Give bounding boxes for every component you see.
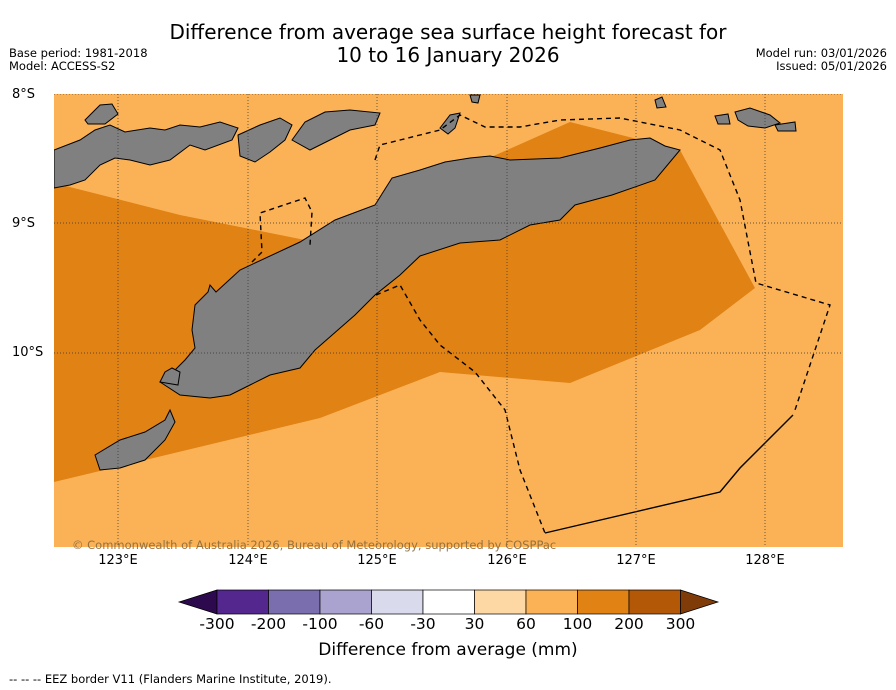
- colorbar-tick: -60: [358, 615, 385, 633]
- lat-label-8s: 8°S: [12, 87, 36, 102]
- meta-left: Base period: 1981-2018 Model: ACCESS-S2: [9, 47, 148, 73]
- lon-label-127e: 127°E: [616, 553, 656, 568]
- eez-border: [251, 114, 831, 534]
- colorbar-bin-5: [422, 589, 475, 615]
- colorbar-tick: -30: [410, 615, 436, 633]
- model-name: Model: ACCESS-S2: [9, 59, 116, 73]
- lat-label-9s: 9°S: [12, 216, 36, 231]
- colorbar-tick: 300: [665, 615, 696, 633]
- alor-wetar-islands: [159, 367, 181, 386]
- colorbar-bin-4: [371, 589, 424, 615]
- copyright-notice: © Commonwealth of Australia 2026, Bureau…: [72, 538, 557, 552]
- timor-island: [159, 137, 681, 399]
- north-islands-3: [291, 109, 381, 151]
- issued-date: Issued: 05/01/2026: [776, 59, 887, 73]
- rote-savu-island: [94, 408, 176, 471]
- lon-label-123e: 123°E: [98, 553, 138, 568]
- colorbar-tick: 30: [464, 615, 485, 633]
- lon-label-128e: 128°E: [745, 553, 785, 568]
- colorbar-tick: 60: [516, 615, 536, 633]
- colorbar-bin-2: [268, 589, 321, 615]
- north-islands-1: [84, 103, 119, 125]
- colorbar-tick: -300: [199, 615, 235, 633]
- land: [54, 94, 797, 471]
- eez-footnote: -- -- -- EEZ border V11 (Flanders Marine…: [9, 672, 332, 686]
- colorbar-high-extension: [680, 589, 720, 615]
- colorbar-tick: -200: [250, 615, 287, 633]
- lon-label-125e: 125°E: [357, 553, 397, 568]
- kisar-island: [654, 96, 667, 109]
- colorbar: [177, 589, 720, 615]
- flores-island: [54, 121, 239, 189]
- colorbar-low-extension: [177, 589, 218, 615]
- eez-oecusse: [251, 197, 313, 263]
- colorbar-tick: -100: [302, 615, 338, 633]
- north-islands-2: [237, 117, 293, 163]
- eez-south-line: [375, 284, 546, 534]
- base-period: Base period: 1981-2018: [9, 46, 148, 60]
- colorbar-bin-8: [577, 589, 630, 615]
- chart-title-line2: 10 to 16 January 2026: [336, 43, 560, 67]
- colorbar-label: Difference from average (mm): [318, 640, 578, 660]
- map-area: [54, 94, 843, 547]
- colorbar-bin-3: [319, 589, 372, 615]
- colorbar-bin-7: [525, 589, 578, 615]
- gridlines: [54, 94, 843, 547]
- colorbar-bin-1: [216, 589, 269, 615]
- leti-island: [734, 107, 782, 129]
- eez-north-line: [374, 114, 831, 411]
- meta-right: Model run: 03/01/2026 Issued: 05/01/2026: [756, 47, 887, 73]
- colorbar-tick: 200: [614, 615, 644, 633]
- model-run: Model run: 03/01/2026: [755, 46, 887, 60]
- lat-label-10s: 10°S: [12, 345, 44, 360]
- eez-solid-segment: [544, 414, 794, 534]
- lon-label-126e: 126°E: [487, 553, 527, 568]
- lakor-island: [774, 121, 797, 132]
- lon-label-124e: 124°E: [228, 553, 268, 568]
- colorbar-tick: 100: [562, 615, 593, 633]
- wetar-island: [439, 112, 461, 135]
- colorbar-bin-9: [628, 589, 681, 615]
- colorbar-bin-6: [474, 589, 527, 615]
- chart-title-line1: Difference from average sea surface heig…: [169, 20, 727, 44]
- atauro-island: [469, 94, 481, 104]
- moa-island: [714, 113, 731, 125]
